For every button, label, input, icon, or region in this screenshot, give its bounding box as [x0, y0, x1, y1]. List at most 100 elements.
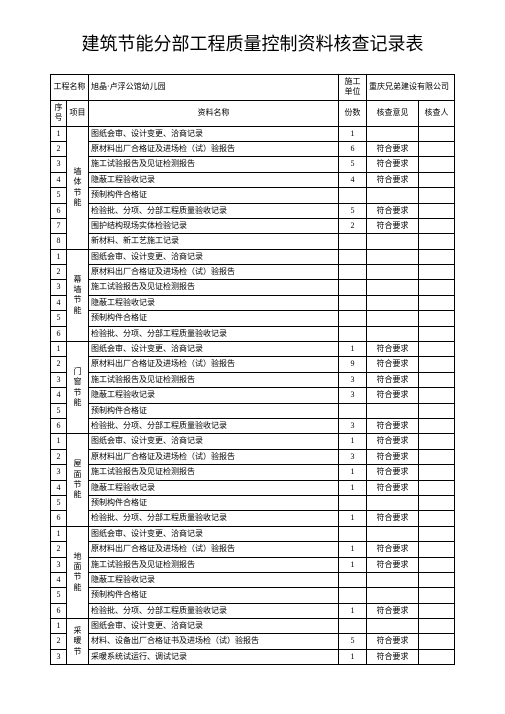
- row-seq: 5: [51, 188, 67, 203]
- doc-name-cell: 隐蔽工程验收记录: [89, 388, 339, 403]
- checker-cell: [419, 526, 455, 541]
- checker-cell: [419, 203, 455, 218]
- checker-cell: [419, 265, 455, 280]
- doc-name-cell: 施工试验报告及见证检测报告: [89, 372, 339, 387]
- opinion-cell: [367, 588, 419, 603]
- count-cell: 3: [339, 449, 367, 464]
- opinion-cell: 符合要求: [367, 203, 419, 218]
- opinion-cell: 符合要求: [367, 511, 419, 526]
- doc-name-cell: 隐蔽工程验收记录: [89, 480, 339, 495]
- doc-name-cell: 材料、设备出厂合格证书及进场检（试）验报告: [89, 634, 339, 649]
- col-opinion: 核查意见: [367, 100, 419, 126]
- row-seq: 3: [51, 465, 67, 480]
- count-cell: [339, 249, 367, 264]
- row-seq: 2: [51, 141, 67, 156]
- row-seq: 7: [51, 218, 67, 233]
- count-cell: [339, 280, 367, 295]
- project-name-value: 旭晶·卢浮公馆幼儿园: [89, 75, 339, 101]
- group-label: 地面节能: [67, 526, 89, 618]
- opinion-cell: [367, 403, 419, 418]
- doc-name-cell: 隐蔽工程验收记录: [89, 572, 339, 587]
- opinion-cell: [367, 265, 419, 280]
- row-seq: 4: [51, 388, 67, 403]
- row-seq: 1: [51, 126, 67, 141]
- doc-name-cell: 预制构件合格证: [89, 588, 339, 603]
- count-cell: [339, 619, 367, 634]
- checker-cell: [419, 372, 455, 387]
- row-seq: 5: [51, 588, 67, 603]
- count-cell: 1: [339, 557, 367, 572]
- opinion-cell: [367, 295, 419, 310]
- checker-cell: [419, 280, 455, 295]
- row-seq: 6: [51, 511, 67, 526]
- group-label: 墙体节能: [67, 126, 89, 249]
- opinion-cell: 符合要求: [367, 434, 419, 449]
- opinion-cell: 符合要求: [367, 603, 419, 618]
- doc-name-cell: 新材料、新工艺施工记录: [89, 234, 339, 249]
- count-cell: 1: [339, 465, 367, 480]
- count-cell: [339, 188, 367, 203]
- construction-unit-label: 施工单位: [339, 75, 367, 101]
- checker-cell: [419, 495, 455, 510]
- count-cell: 1: [339, 434, 367, 449]
- opinion-cell: [367, 526, 419, 541]
- checker-cell: [419, 619, 455, 634]
- row-seq: 4: [51, 572, 67, 587]
- checker-cell: [419, 357, 455, 372]
- opinion-cell: 符合要求: [367, 634, 419, 649]
- page-title: 建筑节能分部工程质量控制资料核查记录表: [50, 30, 455, 56]
- doc-name-cell: 图纸会审、设计变更、洽商记录: [89, 526, 339, 541]
- row-seq: 6: [51, 203, 67, 218]
- row-seq: 3: [51, 280, 67, 295]
- count-cell: [339, 588, 367, 603]
- checker-cell: [419, 326, 455, 341]
- row-seq: 1: [51, 342, 67, 357]
- col-proj: 项目: [67, 100, 89, 126]
- count-cell: 6: [339, 141, 367, 156]
- opinion-cell: 符合要求: [367, 542, 419, 557]
- row-seq: 1: [51, 619, 67, 634]
- opinion-cell: 符合要求: [367, 342, 419, 357]
- opinion-cell: 符合要求: [367, 141, 419, 156]
- count-cell: 1: [339, 649, 367, 664]
- opinion-cell: 符合要求: [367, 465, 419, 480]
- doc-name-cell: 预制构件合格证: [89, 188, 339, 203]
- doc-name-cell: 原材料出厂合格证及进场检（试）验报告: [89, 141, 339, 156]
- row-seq: 4: [51, 172, 67, 187]
- count-cell: [339, 265, 367, 280]
- count-cell: [339, 295, 367, 310]
- row-seq: 2: [51, 542, 67, 557]
- opinion-cell: 符合要求: [367, 388, 419, 403]
- doc-name-cell: 图纸会审、设计变更、洽商记录: [89, 434, 339, 449]
- count-cell: 5: [339, 634, 367, 649]
- checker-cell: [419, 141, 455, 156]
- row-seq: 1: [51, 526, 67, 541]
- checker-cell: [419, 249, 455, 264]
- opinion-cell: 符合要求: [367, 372, 419, 387]
- row-seq: 5: [51, 403, 67, 418]
- row-seq: 3: [51, 557, 67, 572]
- count-cell: [339, 572, 367, 587]
- doc-name-cell: 检验批、分项、分部工程质量验收记录: [89, 326, 339, 341]
- doc-name-cell: 预制构件合格证: [89, 311, 339, 326]
- count-cell: 2: [339, 218, 367, 233]
- count-cell: [339, 234, 367, 249]
- checker-cell: [419, 418, 455, 433]
- row-seq: 4: [51, 295, 67, 310]
- row-seq: 8: [51, 234, 67, 249]
- checker-cell: [419, 511, 455, 526]
- checker-cell: [419, 480, 455, 495]
- count-cell: [339, 311, 367, 326]
- row-seq: 1: [51, 249, 67, 264]
- doc-name-cell: 图纸会审、设计变更、洽商记录: [89, 619, 339, 634]
- opinion-cell: 符合要求: [367, 480, 419, 495]
- inspection-table: 工程名称 旭晶·卢浮公馆幼儿园 施工单位 重庆兄弟建设有限公司 序号 项目 资料…: [50, 74, 455, 665]
- doc-name-cell: 采暖系统试运行、调试记录: [89, 649, 339, 664]
- doc-name-cell: 隐蔽工程验收记录: [89, 172, 339, 187]
- doc-name-cell: 原材料出厂合格证及进场检（试）验报告: [89, 449, 339, 464]
- count-cell: 5: [339, 157, 367, 172]
- count-cell: 3: [339, 388, 367, 403]
- doc-name-cell: 原材料出厂合格证及进场检（试）验报告: [89, 357, 339, 372]
- checker-cell: [419, 342, 455, 357]
- checker-cell: [419, 557, 455, 572]
